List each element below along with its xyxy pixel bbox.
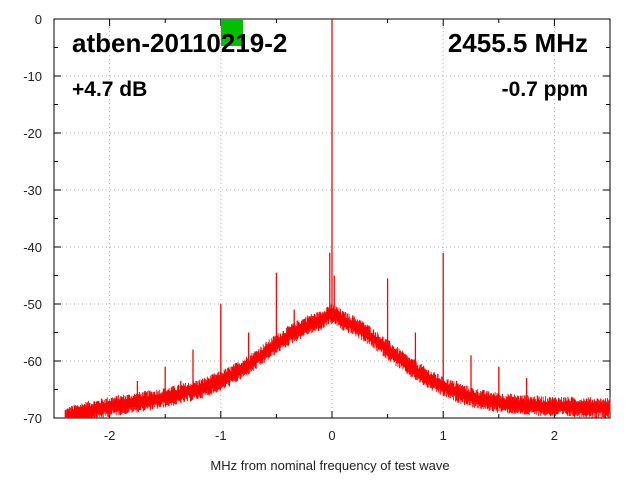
spikes-group — [136, 19, 528, 406]
series-line — [64, 313, 610, 419]
y-tick-label: -40 — [23, 240, 42, 255]
x-axis-label: MHz from nominal frequency of test wave — [210, 458, 449, 473]
x-tick-label: -2 — [104, 428, 116, 443]
y-tick-label: 0 — [35, 12, 42, 27]
y-tick-label: -30 — [23, 183, 42, 198]
y-tick-label: -70 — [23, 411, 42, 426]
offset-annotation: -0.7 ppm — [502, 78, 588, 101]
x-tick-label: 0 — [328, 428, 335, 443]
y-tick-label: -50 — [23, 297, 42, 312]
series-group — [64, 304, 611, 419]
frequency-annotation: 2455.5 MHz — [448, 28, 588, 58]
x-tick-label: -1 — [215, 428, 227, 443]
y-tick-label: -60 — [23, 354, 42, 369]
gain-annotation: +4.7 dB — [72, 78, 147, 101]
chart-title: atben-20110219-2 — [72, 28, 287, 58]
y-tick-label: -20 — [23, 126, 42, 141]
x-tick-label: 1 — [440, 428, 447, 443]
y-tick-label: -10 — [23, 69, 42, 84]
status-indicator — [221, 19, 243, 46]
ticks: 0-10-20-30-40-50-60-70-2 -1 0 1 2 — [23, 12, 611, 443]
x-tick-label: 2 — [551, 428, 558, 443]
